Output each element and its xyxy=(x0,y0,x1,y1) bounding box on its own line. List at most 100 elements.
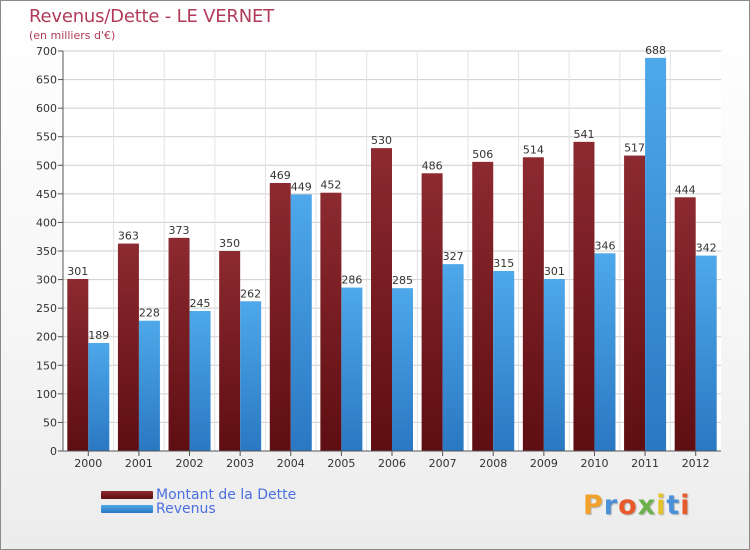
data-label-revenue: 301 xyxy=(544,265,565,278)
bar-revenue xyxy=(341,287,363,451)
x-tick-label: 2000 xyxy=(74,457,102,470)
bar-revenue xyxy=(189,311,211,451)
data-label-revenue: 286 xyxy=(341,274,362,287)
chart-title: Revenus/Dette - LE VERNET xyxy=(29,6,274,27)
bar-debt xyxy=(67,279,89,451)
x-tick-label: 2007 xyxy=(429,457,457,470)
data-label-debt: 373 xyxy=(169,224,190,237)
data-label-debt: 506 xyxy=(472,148,493,161)
bar-debt xyxy=(168,237,190,451)
x-tick-label: 2010 xyxy=(580,457,608,470)
x-tick-label: 2004 xyxy=(277,457,305,470)
legend-label-revenue: Revenus xyxy=(156,501,216,517)
bar-debt xyxy=(573,141,595,451)
bar-debt xyxy=(117,243,139,451)
bar-revenue xyxy=(442,264,464,451)
y-tick-label: 50 xyxy=(43,416,57,429)
y-tick-label: 150 xyxy=(36,359,57,372)
bar-revenue xyxy=(392,288,413,451)
bar-debt xyxy=(219,251,241,451)
x-tick-label: 2001 xyxy=(125,457,153,470)
bar-debt xyxy=(674,197,696,451)
bar-revenue xyxy=(543,279,565,451)
logo-letter: i xyxy=(656,490,667,521)
data-label-debt: 517 xyxy=(624,142,645,155)
data-label-debt: 514 xyxy=(523,143,544,156)
x-tick-label: 2011 xyxy=(631,457,659,470)
bar-revenue xyxy=(645,57,667,451)
bar-revenue xyxy=(290,194,312,451)
logo-letter: i xyxy=(680,490,691,521)
data-label-debt: 363 xyxy=(118,230,139,243)
logo-letter: o xyxy=(618,490,638,521)
data-label-debt: 444 xyxy=(675,183,696,196)
data-label-revenue: 228 xyxy=(139,307,160,320)
data-label-revenue: 342 xyxy=(696,242,717,255)
bar-revenue xyxy=(138,320,160,451)
bar-debt xyxy=(320,192,342,451)
data-label-debt: 452 xyxy=(320,179,341,192)
data-label-revenue: 688 xyxy=(645,44,666,57)
y-tick-label: 300 xyxy=(36,274,57,287)
y-tick-label: 700 xyxy=(36,45,57,58)
data-label-revenue: 315 xyxy=(493,257,514,270)
data-label-debt: 350 xyxy=(219,237,240,250)
y-tick-label: 650 xyxy=(36,74,57,87)
y-tick-label: 400 xyxy=(36,216,57,229)
data-label-debt: 486 xyxy=(422,159,443,172)
chart-subtitle: (en milliers d'€) xyxy=(29,29,116,42)
y-axis: 0 50 100 150 200 250 300 350 400 450 500 550 600 650 7… xyxy=(36,45,64,458)
data-label-revenue: 262 xyxy=(240,287,261,300)
bar-debt xyxy=(269,183,291,451)
bar-revenue xyxy=(594,253,616,451)
x-tick-label: 2005 xyxy=(327,457,355,470)
bar-revenue xyxy=(88,343,110,451)
x-tick-label: 2009 xyxy=(530,457,558,470)
data-label-debt: 469 xyxy=(270,169,291,182)
legend-label-debt: Montant de la Dette xyxy=(156,487,297,503)
legend-swatch-revenue xyxy=(101,505,153,513)
x-tick-label: 2012 xyxy=(682,457,710,470)
data-label-revenue: 327 xyxy=(443,250,464,263)
logo-letter: x xyxy=(637,490,657,521)
y-tick-label: 0 xyxy=(50,445,57,458)
data-label-revenue: 285 xyxy=(392,274,413,287)
data-label-debt: 301 xyxy=(67,265,88,278)
y-tick-label: 100 xyxy=(36,388,57,401)
x-tick-label: 2002 xyxy=(176,457,204,470)
bar-revenue xyxy=(493,271,515,451)
proxiti-logo: Proxiti xyxy=(583,490,691,521)
x-tick-label: 2008 xyxy=(479,457,507,470)
bar-debt xyxy=(371,148,392,451)
data-label-debt: 541 xyxy=(573,128,594,141)
data-label-revenue: 346 xyxy=(594,239,615,252)
logo-letter: t xyxy=(666,490,681,521)
bar-debt xyxy=(472,161,494,451)
bar-revenue xyxy=(695,255,717,451)
y-tick-label: 350 xyxy=(36,245,57,258)
bar-debt xyxy=(421,173,443,452)
bar-debt xyxy=(522,157,544,452)
data-label-revenue: 189 xyxy=(88,329,109,342)
y-tick-label: 500 xyxy=(36,159,57,172)
y-tick-label: 600 xyxy=(36,102,57,115)
y-tick-label: 450 xyxy=(36,188,57,201)
logo-letter: P xyxy=(583,490,604,521)
data-label-debt: 530 xyxy=(371,134,392,147)
x-tick-label: 2003 xyxy=(226,457,254,470)
bars xyxy=(67,57,717,452)
y-tick-label: 200 xyxy=(36,331,57,344)
y-tick-label: 250 xyxy=(36,302,57,315)
x-axis: 2000 2001 2002 2003 2004 2005 2006 2007 2008 2009… xyxy=(63,450,721,470)
bar-debt xyxy=(624,155,646,452)
bar-revenue xyxy=(240,301,262,451)
logo-letter: r xyxy=(603,490,619,521)
data-label-revenue: 449 xyxy=(291,180,312,193)
data-label-revenue: 245 xyxy=(190,297,211,310)
legend-swatch-debt xyxy=(101,491,153,499)
x-tick-label: 2006 xyxy=(378,457,406,470)
y-tick-label: 550 xyxy=(36,131,57,144)
